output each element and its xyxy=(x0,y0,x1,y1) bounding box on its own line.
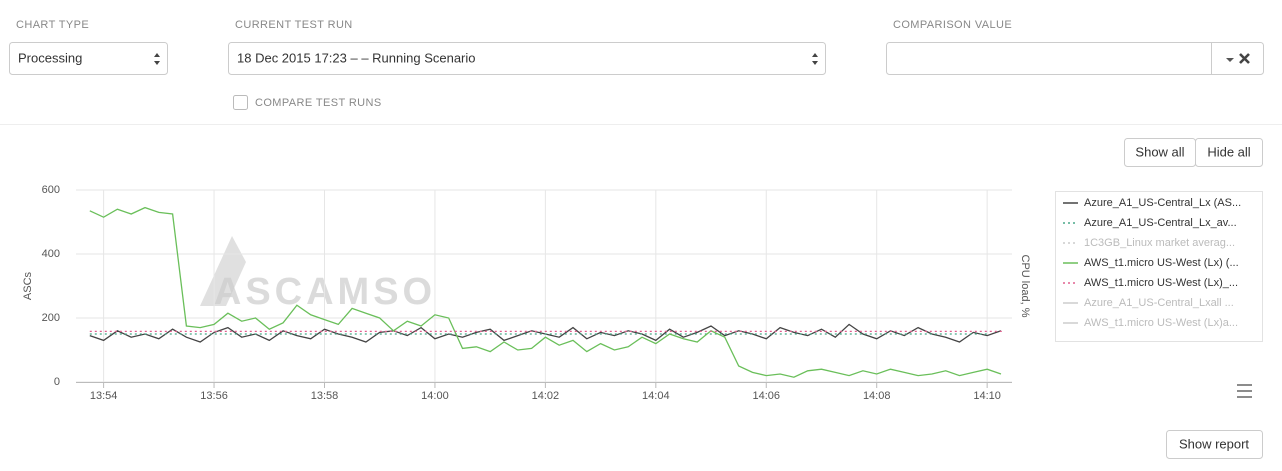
legend-entry[interactable]: Azure_A1_US-Central_Lxall ... xyxy=(1084,297,1234,309)
plot: 0 200 400 600 13:54 13:56 13:58 14:00 14:02 14:04… xyxy=(42,184,1012,402)
legend-entry[interactable]: Azure_A1_US-Central_Lx_av... xyxy=(1084,217,1237,229)
y2-axis-label: CPU load, % xyxy=(1019,255,1031,318)
x-tick-label: 14:10 xyxy=(973,390,1001,402)
select-arrows xyxy=(812,53,818,65)
x-tick-label: 14:08 xyxy=(863,390,891,402)
show-report-button[interactable] xyxy=(1166,430,1263,459)
test-run-value[interactable]: 18 Dec 2015 17:23 – – Running Scenario xyxy=(237,50,476,65)
x-tick-label: 13:56 xyxy=(200,390,228,402)
x-tick-label: 14:02 xyxy=(532,390,560,402)
hide-all-text[interactable]: Hide all xyxy=(1207,144,1250,159)
y-tick-label: 0 xyxy=(54,376,60,388)
legend-entry[interactable]: AWS_t1.micro US-West (Lx)a... xyxy=(1084,317,1238,329)
x-tick-label: 14:06 xyxy=(752,390,780,402)
legend-items: Azure_A1_US-Central_Lx (AS... Azure_A1_US… xyxy=(1063,197,1241,329)
y-axis-label: ASCs xyxy=(22,271,34,300)
x-tick-label: 14:04 xyxy=(642,390,670,402)
checkbox-box[interactable] xyxy=(233,95,248,110)
select-arrows xyxy=(154,53,160,65)
chart-type-value[interactable]: Processing xyxy=(18,50,82,65)
chart-type-label: CHART TYPE xyxy=(16,19,89,31)
compare-label[interactable]: COMPARE TEST RUNS xyxy=(255,97,382,109)
menu-icon[interactable] xyxy=(1237,384,1252,398)
chart-type-select[interactable] xyxy=(9,42,168,75)
caret[interactable] xyxy=(1226,58,1234,62)
legend-entry[interactable]: AWS_t1.micro US-West (Lx) (... xyxy=(1084,257,1239,269)
compare-checkbox[interactable] xyxy=(233,95,248,110)
comparison-label: COMPARISON VALUE xyxy=(893,19,1012,31)
x-tick-label: 13:58 xyxy=(311,390,339,402)
series-line xyxy=(89,206,1002,378)
x-tick-label: 13:54 xyxy=(90,390,118,402)
show-all-text[interactable]: Show all xyxy=(1135,144,1184,159)
legend-entry[interactable]: 1C3GB_Linux market averag... xyxy=(1084,237,1235,249)
y-tick-label: 200 xyxy=(42,312,60,324)
hide-all-button[interactable] xyxy=(1195,138,1263,167)
legend-entry[interactable]: AWS_t1.micro US-West (Lx)_... xyxy=(1084,277,1238,289)
clear-icon[interactable] xyxy=(1239,53,1250,64)
comparison-input[interactable] xyxy=(886,42,1264,75)
y-tick-label: 600 xyxy=(42,184,60,196)
test-run-select[interactable] xyxy=(228,42,826,75)
x-tick-label: 14:00 xyxy=(421,390,449,402)
y-tick-label: 400 xyxy=(42,248,60,260)
test-run-label: CURRENT TEST RUN xyxy=(235,19,353,31)
legend-entry[interactable]: Azure_A1_US-Central_Lx (AS... xyxy=(1084,197,1241,209)
watermark: ASCAMSO xyxy=(214,271,436,313)
show-report-text[interactable]: Show report xyxy=(1179,436,1249,451)
legend xyxy=(1055,191,1263,342)
